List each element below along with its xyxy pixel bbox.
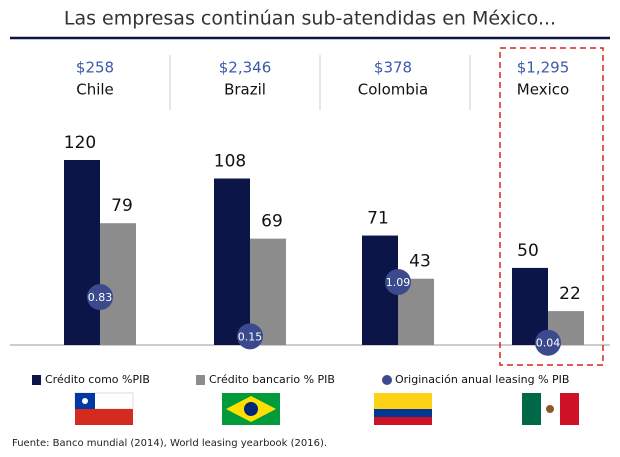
category-label: Brazil (224, 81, 266, 99)
bar-value-label: 50 (517, 241, 539, 261)
legend-label: Crédito como %PIB (45, 373, 150, 386)
bar-value-label: 120 (64, 133, 96, 153)
bar (100, 223, 136, 345)
leasing-label: 0.04 (536, 337, 561, 350)
bar (214, 178, 250, 345)
gdp-label: $1,295 (517, 59, 570, 77)
flag-colombia (374, 393, 432, 425)
gdp-label: $2,346 (219, 59, 272, 77)
bar-value-label: 69 (261, 212, 283, 232)
legend-marker (382, 375, 392, 385)
column-dividers (169, 55, 471, 110)
flag-mexico (522, 393, 579, 425)
bar (64, 160, 100, 345)
leasing-dot (87, 284, 113, 311)
category-label: Mexico (517, 81, 569, 99)
gdp-label: $378 (374, 59, 412, 77)
source-note: Fuente: Banco mundial (2014), World leas… (12, 438, 327, 449)
highlight-box (499, 47, 604, 366)
leasing-dot (385, 268, 411, 295)
legend-marker (32, 375, 41, 385)
bar-value-label: 79 (111, 196, 133, 216)
flags (74, 392, 579, 425)
leasing-label: 1.09 (386, 276, 411, 289)
chart-title: Las empresas continúan sub-atendidas en … (64, 8, 556, 30)
flag-chile (74, 392, 134, 425)
bar-value-label: 22 (559, 284, 581, 304)
legend-label: Originación anual leasing % PIB (395, 373, 569, 386)
bar-value-label: 71 (367, 209, 389, 229)
category-label: Chile (76, 81, 114, 99)
category-label: Colombia (358, 81, 429, 99)
legend-marker (196, 375, 205, 385)
leasing-label: 0.83 (88, 291, 113, 304)
legend-label: Crédito bancario % PIB (209, 373, 335, 386)
bar-value-label: 108 (214, 152, 246, 172)
flag-brazil (222, 393, 280, 425)
leasing-dot (535, 329, 561, 356)
leasing-dot (237, 323, 263, 350)
leasing-label: 0.15 (238, 330, 263, 343)
bar-value-label: 43 (409, 252, 431, 272)
gdp-label: $258 (76, 59, 114, 77)
